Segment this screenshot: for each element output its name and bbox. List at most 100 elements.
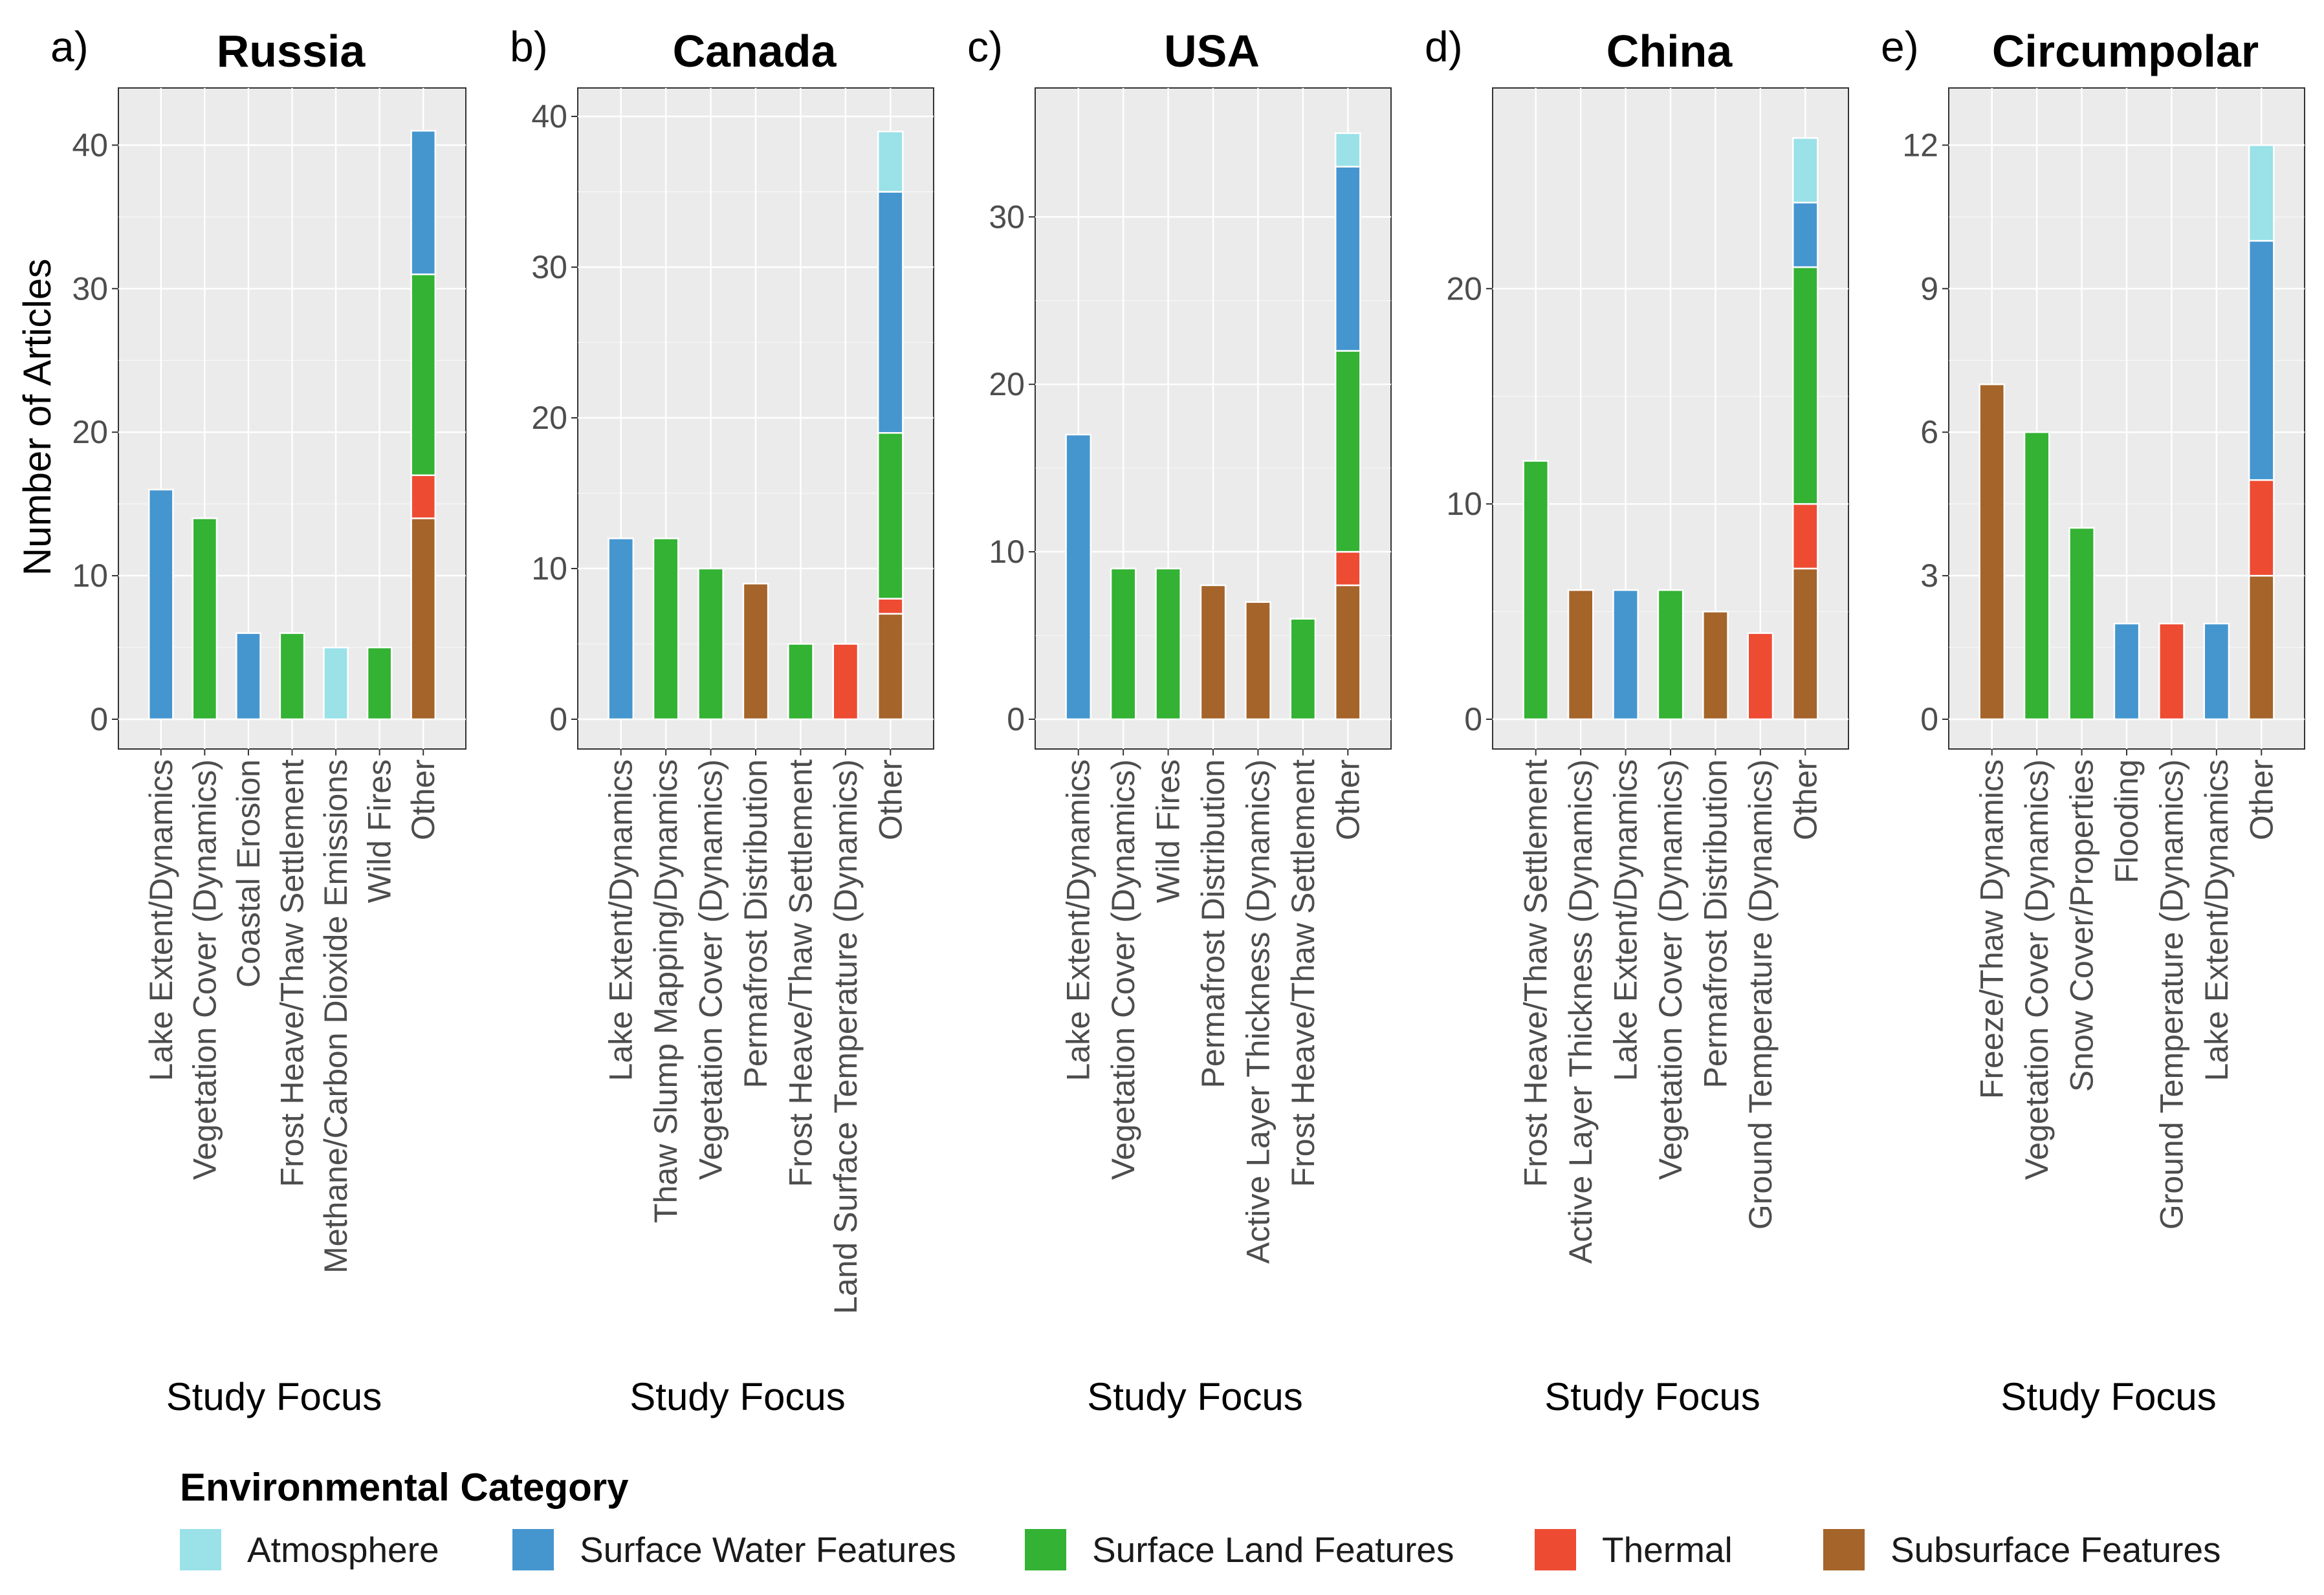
y-tick-label: 30 [989, 199, 1025, 235]
bar-segment-surface-water-features [410, 129, 437, 276]
panel-letter: b) [510, 23, 548, 71]
bar-segment-thermal [2158, 622, 2185, 721]
y-tick-label: 20 [1446, 270, 1482, 307]
x-tick-label: Freeze/Thaw Dynamics [1974, 759, 2010, 1099]
x-tick-label: Other [2243, 759, 2279, 840]
x-axis-label: Study Focus [2001, 1375, 2217, 1418]
bar-segment-subsurface-features [1200, 584, 1227, 721]
bar-segment-subsurface-features [1979, 383, 2006, 721]
bar-segment-subsurface-features [1792, 567, 1819, 721]
bar-segment-surface-land-features [1522, 460, 1550, 721]
y-tick-label: 9 [1920, 270, 1938, 307]
panel-russia: 0 10 20 30 40 Lake Extent/Dynamics Vegetation … [50, 23, 466, 1418]
bar-segment-surface-water-features [2203, 622, 2230, 721]
bar-segment-surface-land-features [279, 632, 305, 721]
y-tick-label: 6 [1920, 414, 1938, 450]
bar-segment-thermal [410, 474, 437, 519]
legend-title: Environmental Category [180, 1466, 629, 1509]
x-tick-label: Lake Extent/Dynamics [1608, 759, 1644, 1081]
x-axis-label: Study Focus [166, 1375, 382, 1418]
panel-letter: d) [1425, 23, 1463, 71]
bar-segment-surface-water-features [877, 191, 904, 434]
bar-segment-surface-water-features [1612, 589, 1639, 721]
x-tick-label: Lake Extent/Dynamics [2198, 759, 2235, 1081]
panel-usa: 0 10 20 30 Lake Extent/Dynamics Vegetation Co… [967, 23, 1392, 1418]
bar-segment-surface-land-features [1792, 266, 1819, 505]
panel-title: Circumpolar [1992, 26, 2259, 76]
y-tick-label: 12 [1902, 127, 1938, 163]
legend-label: Surface Land Features [1092, 1530, 1454, 1570]
x-tick-label: Vegetation Cover (Dynamics) [693, 759, 729, 1180]
x-tick-label: Frost Heave/Thaw Settlement [782, 759, 818, 1187]
y-tick-label: 0 [1464, 701, 1482, 737]
bar-segment-atmosphere [2248, 144, 2275, 242]
bar-segment-thermal [1334, 550, 1361, 587]
x-tick-label: Vegetation Cover (Dynamics) [2019, 759, 2055, 1180]
x-tick-label: Methane/Carbon Dioxide Emissions [318, 759, 354, 1274]
y-tick-label: 10 [72, 558, 108, 594]
bar-segment-subsurface-features [1334, 584, 1361, 721]
bar-segment-surface-land-features [1334, 350, 1361, 553]
y-tick-label: 10 [531, 550, 567, 587]
x-tick-label: Active Layer Thickness (Dynamics) [1562, 759, 1599, 1264]
x-tick-label: Active Layer Thickness (Dynamics) [1240, 759, 1276, 1264]
bar-segment-surface-land-features [1110, 567, 1137, 721]
x-tick-label: Other [872, 759, 908, 840]
bar-segment-surface-land-features [366, 646, 393, 721]
bar-segment-surface-land-features [652, 537, 679, 721]
x-tick-label: Coastal Erosion [230, 759, 267, 988]
legend-label: Thermal [1602, 1530, 1733, 1570]
y-tick-label: 40 [72, 127, 108, 163]
x-axis-label: Study Focus [630, 1375, 846, 1418]
bar-segment-subsurface-features [1702, 611, 1729, 721]
x-tick-label: Other [1330, 759, 1366, 840]
legend-swatch-surface-land [1025, 1529, 1066, 1570]
bar-segment-surface-land-features [192, 517, 218, 721]
x-axis-label: Study Focus [1087, 1375, 1303, 1418]
bar-segment-surface-land-features [410, 273, 437, 477]
panel-title: Canada [673, 26, 837, 76]
bar-segment-subsurface-features [2248, 574, 2275, 721]
legend-item-subsurface: Subsurface Features [1823, 1529, 2221, 1570]
bar-segment-subsurface-features [1245, 601, 1271, 721]
chart-panels: 0 10 20 30 40 Lake Extent/Dynamics Vegetation … [50, 23, 2305, 1418]
bar-segment-surface-land-features [697, 567, 724, 721]
x-tick-label: Ground Temperature (Dynamics) [1742, 759, 1779, 1230]
x-tick-label: Frost Heave/Thaw Settlement [1285, 759, 1321, 1187]
bar-segment-surface-land-features [2068, 526, 2095, 721]
bar-segment-thermal [2248, 479, 2275, 577]
x-tick-label: Ground Temperature (Dynamics) [2153, 759, 2189, 1230]
bar-segment-atmosphere [1792, 137, 1819, 204]
x-tick-label: Snow Cover/Properties [2064, 759, 2100, 1092]
bar-segment-surface-water-features [1792, 201, 1819, 268]
legend-label: Atmosphere [247, 1530, 439, 1570]
panel-letter: e) [1881, 23, 1919, 71]
x-axis-label: Study Focus [1544, 1375, 1760, 1418]
legend-label: Subsurface Features [1891, 1530, 2221, 1570]
x-tick-label: Lake Extent/Dynamics [143, 759, 179, 1081]
bar-segment-atmosphere [877, 131, 904, 193]
x-tick-label: Other [405, 759, 441, 840]
legend-item-thermal: Thermal [1535, 1529, 1823, 1570]
panel-title: China [1606, 26, 1733, 76]
y-tick-label: 10 [1446, 486, 1482, 522]
legend-item-surface-water: Surface Water Features [512, 1529, 1025, 1570]
bar-segment-surface-land-features [787, 643, 814, 721]
x-tick-label: Permafrost Distribution [1195, 759, 1231, 1089]
y-tick-label: 0 [549, 701, 567, 737]
bar-segment-surface-water-features [236, 632, 261, 721]
legend-swatch-subsurface [1823, 1529, 1865, 1570]
x-tick-label: Lake Extent/Dynamics [603, 759, 639, 1081]
bar-segment-subsurface-features [1567, 589, 1594, 721]
y-tick-label: 20 [72, 414, 108, 450]
bar-segment-atmosphere [1334, 132, 1361, 168]
bar-segment-thermal [1747, 632, 1774, 721]
x-tick-label: Wild Fires [362, 759, 398, 903]
bar-segment-surface-water-features [1065, 433, 1092, 721]
y-tick-label: 0 [1920, 701, 1938, 737]
panel-canada: 0 10 20 30 40 Lake Extent/Dynamics Thaw Slump … [510, 23, 934, 1418]
legend-item-surface-land: Surface Land Features [1025, 1529, 1535, 1570]
bar-segment-surface-land-features [1657, 589, 1684, 721]
bar-segment-surface-land-features [1155, 567, 1181, 721]
